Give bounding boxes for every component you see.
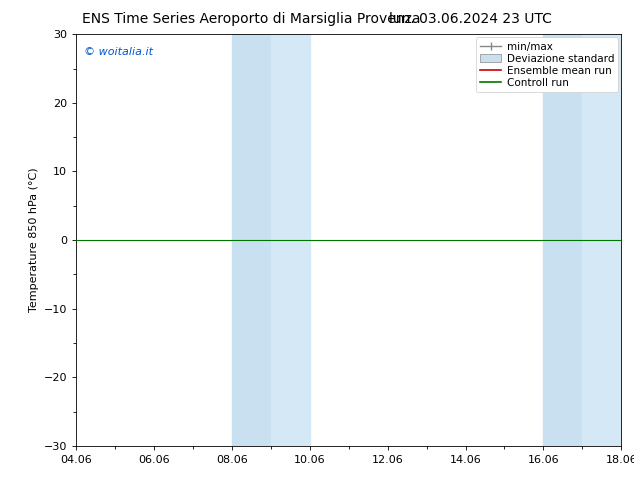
- Bar: [232, 34, 271, 446]
- Y-axis label: Temperature 850 hPa (°C): Temperature 850 hPa (°C): [29, 168, 39, 313]
- Legend: min/max, Deviazione standard, Ensemble mean run, Controll run: min/max, Deviazione standard, Ensemble m…: [476, 37, 618, 92]
- Bar: [271, 34, 310, 446]
- Text: ENS Time Series Aeroporto di Marsiglia Provenza: ENS Time Series Aeroporto di Marsiglia P…: [82, 12, 421, 26]
- Text: lun. 03.06.2024 23 UTC: lun. 03.06.2024 23 UTC: [389, 12, 552, 26]
- Bar: [543, 34, 583, 446]
- Bar: [583, 34, 621, 446]
- Text: © woitalia.it: © woitalia.it: [84, 47, 153, 57]
